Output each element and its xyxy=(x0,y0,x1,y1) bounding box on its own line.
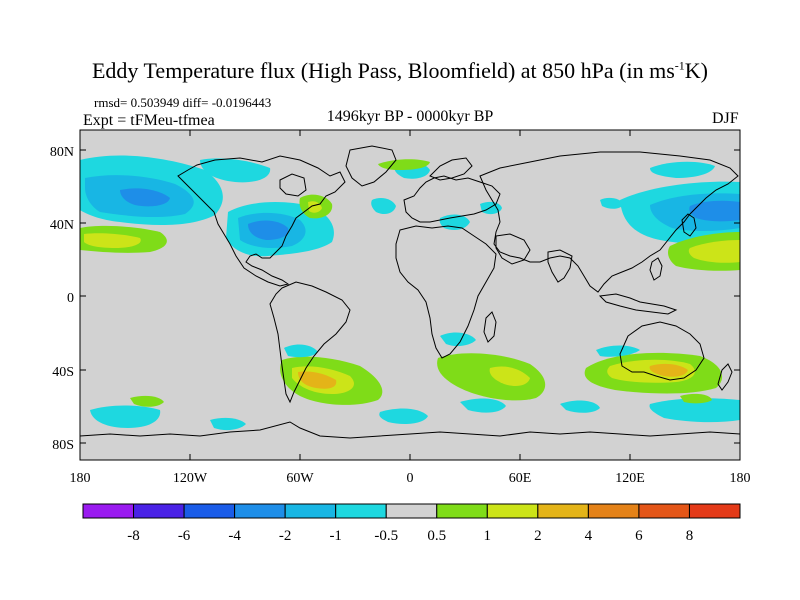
colorbar-label-2: -4 xyxy=(228,528,241,544)
colorbar-label-9: 4 xyxy=(585,528,593,544)
field-siberia-neg xyxy=(650,161,715,178)
field-npacific-neg3 xyxy=(120,188,170,207)
coast-europe xyxy=(403,175,501,223)
coast-africa xyxy=(395,225,497,359)
colorbar-box-4 xyxy=(284,503,337,519)
colorbar-box-3 xyxy=(234,503,286,519)
field-australia-neg xyxy=(596,345,640,357)
colorbar-box-2 xyxy=(183,503,236,519)
coast-antarctica xyxy=(80,421,740,439)
colorbar-label-0: -8 xyxy=(127,528,140,544)
colorbar-box-6 xyxy=(385,503,438,519)
lon-label-60e: 60E xyxy=(509,471,532,486)
title-superscript: -1 xyxy=(674,58,685,73)
lat-label-0: 0 xyxy=(67,291,74,306)
colorbar-box-12 xyxy=(688,503,741,519)
field-safrica-neg xyxy=(440,332,476,347)
field-samerica-pos3 xyxy=(298,371,337,389)
colorbar-label-3: -2 xyxy=(279,528,292,544)
longitude-labels: 180 120W 60W 0 60E 120E 180 xyxy=(70,471,751,486)
coast-philippines xyxy=(649,257,663,281)
field-so-neg6 xyxy=(560,400,600,413)
field-so-neg4 xyxy=(460,398,506,413)
coast-hudson xyxy=(279,173,307,197)
colorbar-box-0 xyxy=(82,503,135,519)
field-so-neg3 xyxy=(379,408,428,424)
lon-label-120e: 120E xyxy=(615,471,645,486)
colorbar-box-1 xyxy=(133,503,185,519)
colorbar-box-9 xyxy=(537,503,589,519)
lon-label-0: 0 xyxy=(407,471,414,486)
field-samerica-neg xyxy=(284,344,318,358)
colorbar-label-4: -1 xyxy=(329,528,342,544)
coast-new-zealand xyxy=(717,363,733,391)
lon-label-180e: 180 xyxy=(730,471,751,486)
colorbar-box-10 xyxy=(587,503,640,519)
coast-asia xyxy=(479,151,739,293)
coast-australia xyxy=(619,321,705,381)
lat-label-80s: 80S xyxy=(52,438,74,453)
coast-indonesia xyxy=(598,293,678,315)
lon-label-60w: 60W xyxy=(286,471,314,486)
lon-label-180w: 180 xyxy=(70,471,91,486)
field-safrica-pos2 xyxy=(489,366,530,386)
field-so-neg1 xyxy=(90,405,161,428)
field-wpacific-pos2 xyxy=(688,240,740,263)
title-main: Eddy Temperature flux (High Pass, Bloomf… xyxy=(91,58,675,83)
colorbar-box-8 xyxy=(486,503,539,519)
map-title: Eddy Temperature flux (High Pass, Bloomf… xyxy=(0,58,800,84)
season-label: DJF xyxy=(712,110,739,127)
field-eurasia-neg xyxy=(600,197,624,209)
colorbar-label-7: 1 xyxy=(484,528,492,544)
coast-india xyxy=(547,249,573,283)
colorbar: -8 -6 -4 -2 -1 -0.5 0.5 1 2 4 6 8 xyxy=(82,503,741,544)
lat-label-40n: 40N xyxy=(50,218,74,233)
field-atlantic-neg xyxy=(371,198,396,214)
colorbar-box-11 xyxy=(638,503,690,519)
period-label: 1496kyr BP - 0000kyr BP xyxy=(326,108,494,125)
latitude-labels: 80N 40N 0 40S 80S xyxy=(50,145,74,453)
colorbar-label-1: -6 xyxy=(178,528,191,544)
coast-arabia xyxy=(495,233,531,265)
colorbar-label-8: 2 xyxy=(534,528,542,544)
stats-text: rmsd= 0.503949 diff= -0.0196443 xyxy=(94,95,272,110)
coast-north-america xyxy=(177,155,346,287)
field-so-neg5 xyxy=(649,398,740,423)
field-epacific-pos2 xyxy=(84,233,141,248)
coast-madagascar xyxy=(483,311,497,343)
field-natlantic-pos xyxy=(378,159,430,170)
colorbar-label-6: 0.5 xyxy=(427,528,446,544)
field-so-neg2 xyxy=(210,417,246,431)
experiment-label: Expt = tFMeu-tfmea xyxy=(83,112,215,129)
coast-japan xyxy=(681,213,697,237)
colorbar-box-7 xyxy=(436,503,488,519)
colorbar-box-5 xyxy=(335,503,387,519)
field-alaska-neg xyxy=(200,158,271,183)
coast-greenland xyxy=(345,145,397,187)
colorbar-label-11: 8 xyxy=(686,528,694,544)
field-easia-neg3 xyxy=(689,200,740,222)
axis-ticks xyxy=(79,130,741,460)
colorbar-label-10: 6 xyxy=(635,528,643,544)
anomaly-fields xyxy=(80,155,740,431)
lat-label-40s: 40S xyxy=(52,365,74,380)
coast-scandinavia xyxy=(429,157,473,181)
title-tail: K) xyxy=(684,58,708,83)
field-namerica-neg3 xyxy=(248,220,289,240)
field-caspian-neg xyxy=(480,201,502,215)
coast-south-america xyxy=(269,281,351,404)
colorbar-label-5: -0.5 xyxy=(374,528,398,544)
field-so-pos2 xyxy=(680,393,712,404)
lon-label-120w: 120W xyxy=(173,471,208,486)
coastlines xyxy=(80,145,740,439)
field-so-pos1 xyxy=(130,395,164,407)
lat-label-80n: 80N xyxy=(50,145,74,160)
field-australia-pos3 xyxy=(649,363,688,377)
field-safrica-pos1 xyxy=(437,353,546,401)
